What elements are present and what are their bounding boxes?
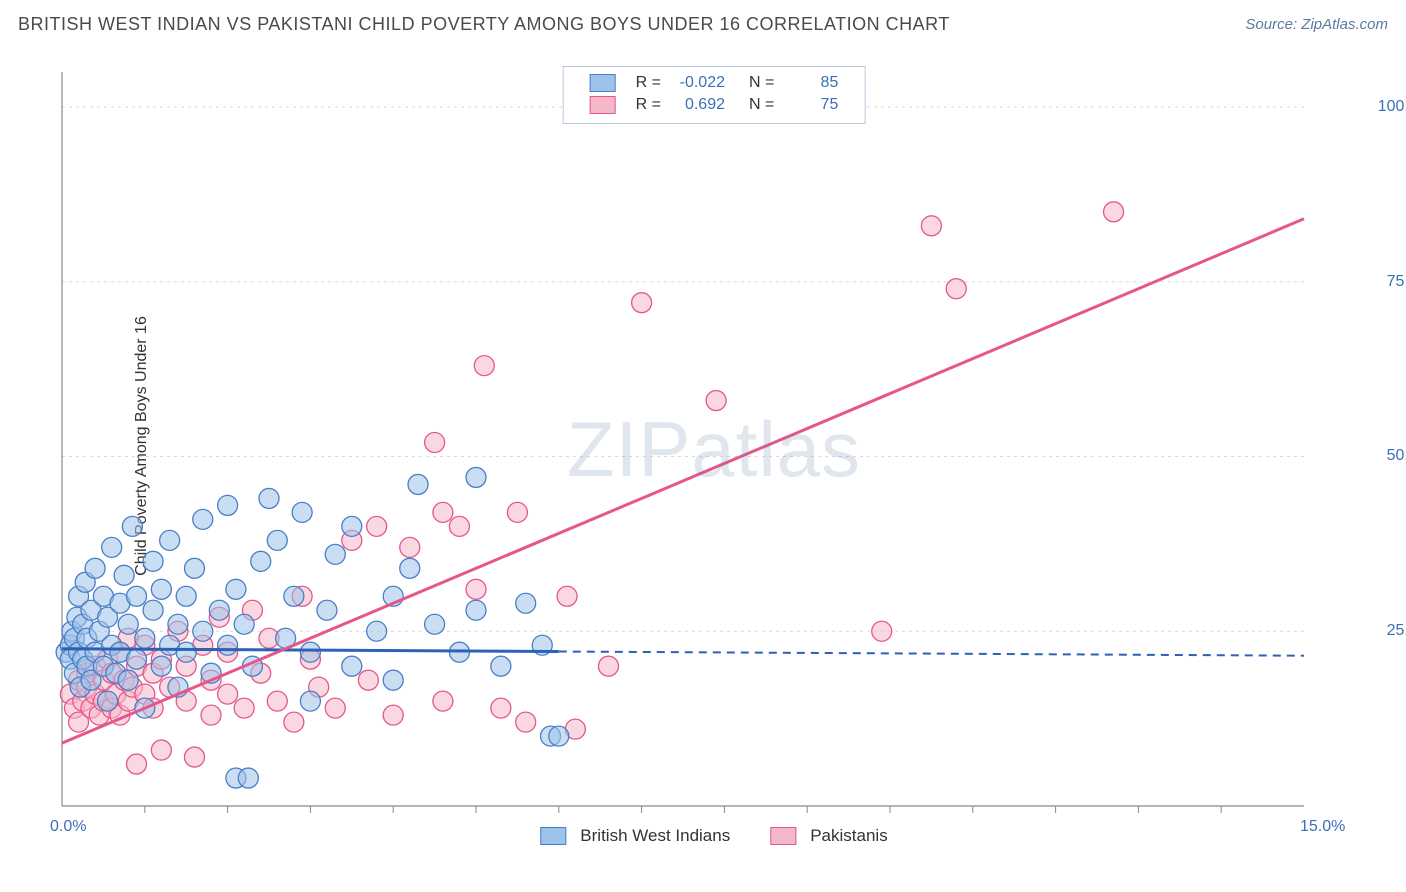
n-label-a: N = bbox=[749, 74, 774, 91]
legend-swatch-a bbox=[540, 827, 566, 845]
correlation-legend: R = -0.022 N = 85 R = 0.692 N = 75 bbox=[563, 66, 866, 124]
r-value-b: 0.692 bbox=[675, 96, 725, 114]
x-origin-label: 0.0% bbox=[50, 818, 86, 836]
source-label: Source: ZipAtlas.com bbox=[1245, 16, 1388, 33]
chart-title: BRITISH WEST INDIAN VS PAKISTANI CHILD P… bbox=[18, 14, 950, 35]
swatch-b bbox=[590, 96, 616, 114]
source-name: ZipAtlas.com bbox=[1301, 16, 1388, 33]
r-value-a: -0.022 bbox=[675, 74, 725, 92]
n-value-a: 85 bbox=[788, 74, 838, 92]
n-value-b: 75 bbox=[788, 96, 838, 114]
legend-item-b: Pakistanis bbox=[770, 826, 887, 846]
legend-label-a: British West Indians bbox=[580, 826, 730, 846]
scatter-plot bbox=[54, 64, 1374, 844]
series-legend: British West Indians Pakistanis bbox=[540, 826, 887, 846]
y-tick-label: 50.0% bbox=[1387, 447, 1406, 465]
x-max-label: 15.0% bbox=[1300, 818, 1345, 836]
legend-row-b: R = 0.692 N = 75 bbox=[584, 95, 845, 115]
r-label-a: R = bbox=[636, 74, 661, 91]
source-prefix: Source: bbox=[1245, 16, 1301, 33]
r-label-b: R = bbox=[636, 96, 661, 113]
y-tick-label: 25.0% bbox=[1387, 622, 1406, 640]
legend-swatch-b bbox=[770, 827, 796, 845]
y-tick-label: 100.0% bbox=[1378, 98, 1406, 116]
y-tick-label: 75.0% bbox=[1387, 273, 1406, 291]
legend-label-b: Pakistanis bbox=[810, 826, 887, 846]
swatch-a bbox=[590, 74, 616, 92]
legend-item-a: British West Indians bbox=[540, 826, 730, 846]
legend-row-a: R = -0.022 N = 85 bbox=[584, 73, 845, 93]
chart-area: ZIPatlas R = -0.022 N = 85 R = 0.692 N =… bbox=[54, 64, 1374, 844]
n-label-b: N = bbox=[749, 96, 774, 113]
